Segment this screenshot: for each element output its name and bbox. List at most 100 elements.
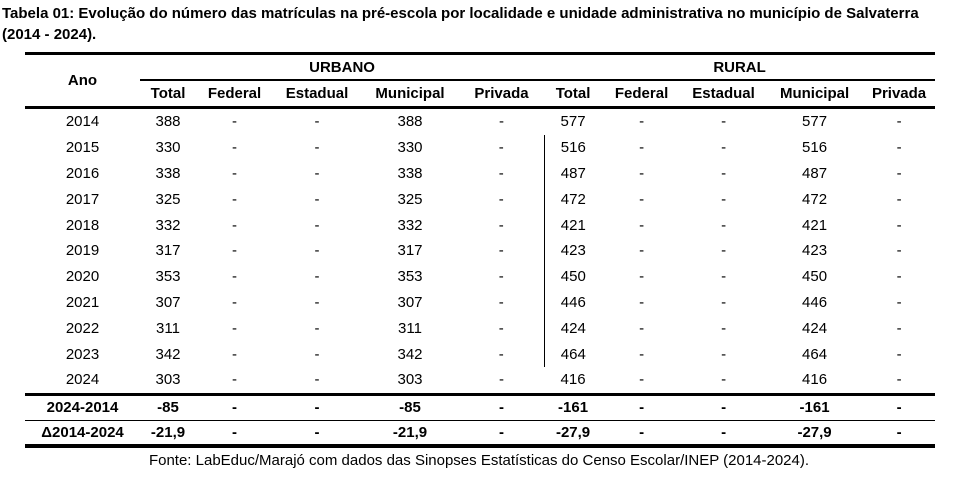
- table-row: 2016 338 - - 338 - 487 - - 487 -: [25, 160, 935, 187]
- value-cell: -: [896, 242, 902, 260]
- table-row: 2024 303 - - 303 - 416 - - 416 -: [25, 367, 935, 394]
- value-cell: -: [314, 139, 320, 157]
- value-cell: -: [896, 139, 902, 157]
- summary-value-cell: -85: [361, 392, 459, 421]
- value-cell: -: [314, 345, 320, 363]
- value-cell: -: [639, 293, 645, 311]
- value-cell: -: [314, 319, 320, 337]
- value-cell: -: [721, 242, 727, 260]
- col-header-urbano-federal: Federal: [196, 80, 273, 109]
- value-cell: -: [232, 268, 237, 286]
- year-cell: 2022: [65, 319, 100, 337]
- col-header-rural-total: Total: [544, 80, 603, 109]
- value-cell: 388: [397, 113, 423, 131]
- value-cell: 311: [156, 319, 180, 337]
- value-cell: -: [639, 268, 645, 286]
- value-cell: -: [639, 345, 645, 363]
- year-cell: 2021: [65, 293, 100, 311]
- summary-label-cell: Δ2014-2024: [25, 420, 140, 448]
- value-cell: -: [721, 164, 727, 182]
- value-cell: -: [721, 345, 727, 363]
- year-cell: 2018: [65, 216, 100, 234]
- value-cell: 421: [802, 216, 828, 234]
- col-header-rural-federal: Federal: [602, 80, 682, 109]
- value-cell: -: [721, 113, 727, 131]
- value-cell: -: [896, 319, 902, 337]
- value-cell: 416: [802, 371, 828, 389]
- value-cell: 303: [397, 371, 423, 389]
- table-caption: Tabela 01: Evolução do número das matríc…: [2, 5, 919, 43]
- value-cell: -: [498, 319, 504, 337]
- value-cell: -: [314, 268, 320, 286]
- col-header-rural-estadual: Estadual: [681, 80, 767, 109]
- summary-value-cell: -: [459, 420, 545, 448]
- value-cell: 388: [155, 113, 181, 131]
- value-cell: 353: [397, 268, 423, 286]
- year-cell: 2023: [65, 345, 100, 363]
- value-cell: 416: [560, 371, 586, 389]
- value-cell: 303: [155, 371, 181, 389]
- value-cell: 332: [397, 216, 423, 234]
- value-cell: 446: [802, 293, 828, 311]
- col-header-urbano-estadual: Estadual: [273, 80, 361, 109]
- table-summary: 2024-2014 -85- - -85- -161- - -161- Δ2014-2024-…: [25, 392, 936, 448]
- year-cell: 2024: [65, 371, 100, 389]
- header-sub-row: Total Federal Estadual Municipal Privada…: [25, 80, 936, 109]
- value-cell: -: [639, 319, 645, 337]
- value-cell: 325: [397, 190, 423, 208]
- value-cell: -: [232, 345, 237, 363]
- value-cell: -: [498, 268, 504, 286]
- summary-value-cell: -: [602, 420, 682, 448]
- value-cell: 472: [543, 186, 603, 213]
- summary-label-cell: 2024-2014: [25, 392, 140, 421]
- value-cell: -: [498, 345, 504, 363]
- value-cell: -: [498, 139, 504, 157]
- table-body: 2014 388 - - 388 - 577 - - 577 - 2015 330 - - 330 - 516 - -…: [25, 108, 935, 395]
- value-cell: -: [639, 139, 645, 157]
- col-group-rural: RURAL: [544, 53, 936, 81]
- value-cell: 424: [543, 315, 603, 342]
- summary-row: Δ2014-2024 -21,9- - -21,9- -27,9- - -27,9-: [25, 420, 936, 448]
- col-group-urbano: URBANO: [140, 53, 545, 81]
- value-cell: -: [314, 216, 320, 234]
- col-header-urbano-total: Total: [140, 80, 196, 109]
- value-cell: 338: [155, 164, 181, 182]
- value-cell: -: [498, 242, 504, 260]
- value-cell: 472: [802, 190, 828, 208]
- summary-value-cell: -: [681, 420, 767, 448]
- summary-value-cell: -: [681, 392, 767, 421]
- value-cell: 421: [543, 212, 603, 238]
- value-cell: 338: [397, 164, 423, 182]
- value-cell: -: [498, 164, 504, 182]
- summary-value-cell: -27,9: [766, 420, 864, 448]
- value-cell: 353: [155, 268, 181, 286]
- value-cell: 423: [543, 237, 603, 264]
- value-cell: 342: [397, 345, 423, 363]
- value-cell: -: [721, 268, 727, 286]
- value-cell: -: [314, 293, 320, 311]
- value-cell: 450: [802, 268, 828, 286]
- summary-value-cell: -: [196, 420, 273, 448]
- value-cell: -: [314, 113, 320, 131]
- value-cell: -: [232, 371, 237, 389]
- col-header-rural-municipal: Municipal: [766, 80, 864, 109]
- value-cell: -: [232, 319, 237, 337]
- summary-value-cell: -: [273, 420, 361, 448]
- value-cell: -: [639, 164, 645, 182]
- summary-value-cell: -: [602, 392, 682, 421]
- value-cell: -: [232, 293, 237, 311]
- value-cell: 450: [543, 263, 603, 290]
- col-header-urbano-privada: Privada: [459, 80, 545, 109]
- year-cell: 2019: [65, 242, 100, 260]
- value-cell: 325: [155, 190, 181, 208]
- value-cell: -: [499, 371, 505, 389]
- value-cell: 330: [397, 139, 423, 157]
- year-cell: 2020: [65, 268, 100, 286]
- value-cell: -: [896, 190, 902, 208]
- value-cell: -: [314, 164, 320, 182]
- value-cell: 307: [397, 293, 423, 311]
- table-row: 2018 332 - - 332 - 421 - - 421 -: [25, 212, 935, 238]
- value-cell: -: [896, 113, 902, 131]
- value-cell: 487: [802, 164, 828, 182]
- value-cell: -: [896, 345, 902, 363]
